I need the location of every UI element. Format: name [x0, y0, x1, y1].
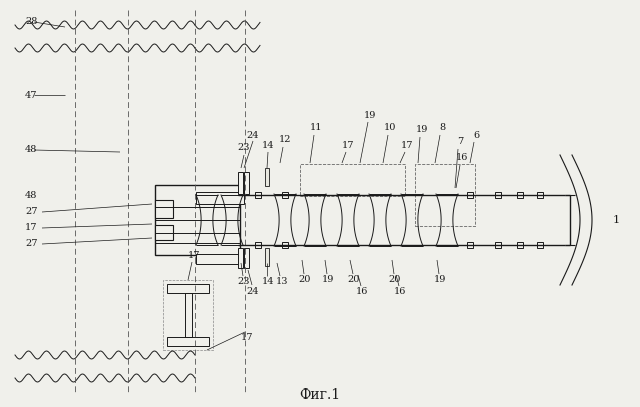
Text: 19: 19 [322, 276, 334, 284]
Text: 20: 20 [299, 276, 311, 284]
Bar [155, 225, 173, 240]
Text: 47: 47 [25, 90, 38, 99]
Text: 10: 10 [384, 123, 396, 133]
Text: 17: 17 [25, 223, 38, 232]
Bar [517, 192, 523, 198]
Text: 27: 27 [25, 208, 38, 217]
Bar [282, 242, 288, 248]
Text: 48: 48 [25, 145, 37, 155]
Text: 24: 24 [247, 287, 259, 297]
Bar [467, 192, 473, 198]
Text: 19: 19 [434, 276, 446, 284]
Text: 20: 20 [348, 276, 360, 284]
Bar [255, 242, 261, 248]
Text: 7: 7 [457, 138, 463, 147]
Text: Фиг.1: Фиг.1 [300, 388, 340, 402]
Text: 12: 12 [279, 136, 291, 144]
Bar [495, 192, 501, 198]
Bar [265, 248, 269, 266]
Text: 48: 48 [25, 190, 37, 199]
Bar [415, 164, 475, 226]
Bar [495, 242, 501, 248]
Text: 1: 1 [612, 215, 620, 225]
Bar [517, 242, 523, 248]
Text: 14: 14 [262, 140, 275, 149]
Text: 27: 27 [25, 239, 38, 249]
Bar [185, 293, 192, 337]
Bar [300, 164, 405, 196]
Text: 20: 20 [389, 276, 401, 284]
Bar [255, 192, 261, 198]
Text: 16: 16 [394, 287, 406, 297]
Text: 19: 19 [364, 110, 376, 120]
Text: 17: 17 [241, 333, 253, 343]
Bar [238, 172, 243, 194]
Bar [244, 248, 249, 268]
Text: 14: 14 [262, 278, 275, 287]
Bar [196, 192, 244, 204]
Bar [155, 200, 173, 218]
Text: 8: 8 [439, 123, 445, 133]
Bar [196, 254, 244, 264]
Bar [537, 242, 543, 248]
Text: 11: 11 [310, 123, 323, 133]
Text: 17: 17 [342, 140, 355, 149]
Text: 13: 13 [276, 278, 288, 287]
Bar [265, 168, 269, 186]
Text: 24: 24 [247, 131, 259, 140]
Text: 6: 6 [473, 131, 479, 140]
Bar [155, 185, 240, 255]
Bar [282, 192, 288, 198]
Text: 23: 23 [237, 144, 250, 153]
Text: 16: 16 [356, 287, 368, 297]
Bar [163, 280, 213, 350]
Bar [244, 172, 249, 194]
Text: 17: 17 [188, 250, 200, 260]
Text: 17: 17 [401, 140, 413, 149]
Bar [238, 248, 243, 268]
Bar [167, 284, 209, 293]
Bar [467, 242, 473, 248]
Text: 28: 28 [25, 18, 37, 26]
Text: 19: 19 [416, 125, 428, 134]
Text: 16: 16 [456, 153, 468, 162]
Bar [537, 192, 543, 198]
Text: 23: 23 [237, 278, 250, 287]
Bar [167, 337, 209, 346]
